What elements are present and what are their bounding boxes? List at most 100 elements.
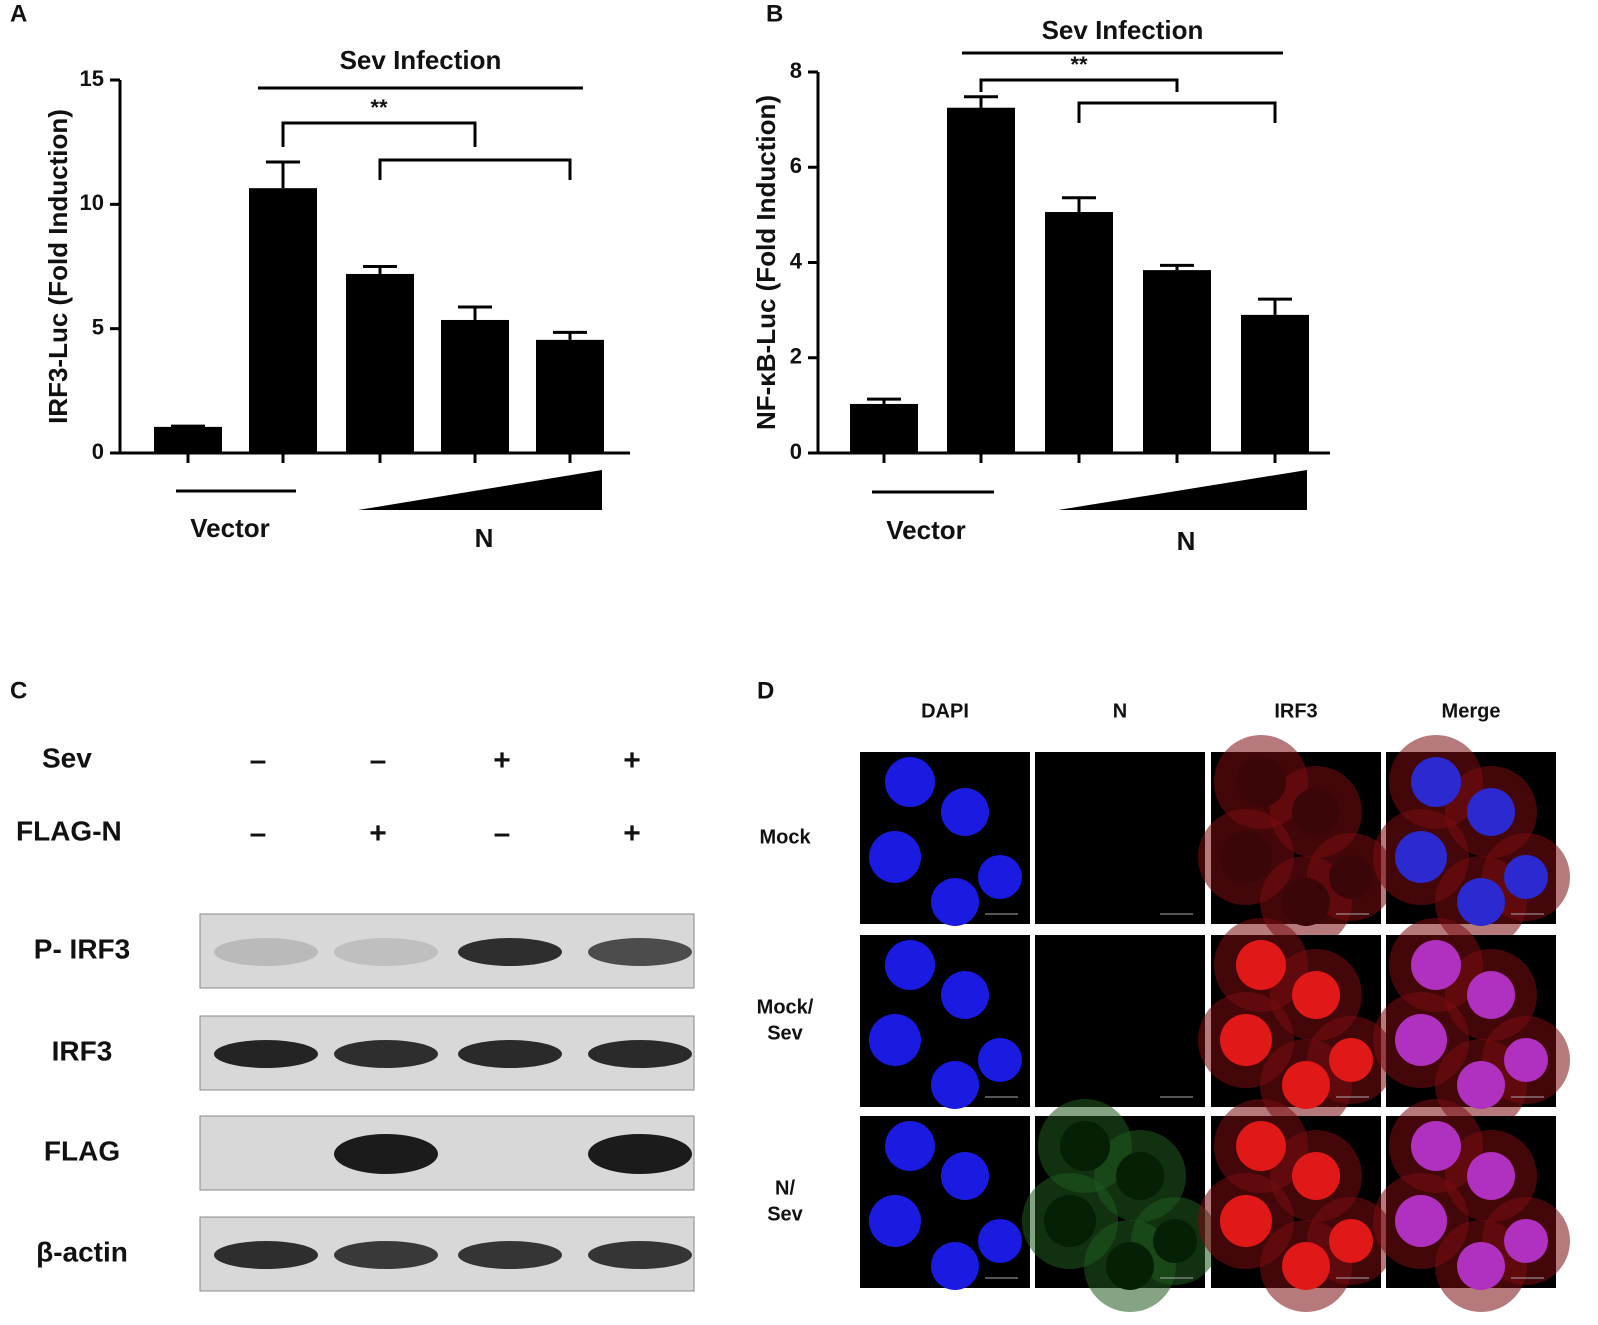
bar	[346, 273, 414, 453]
nucleus	[1457, 878, 1505, 926]
nucleus	[1411, 940, 1461, 990]
nucleus	[978, 1219, 1022, 1263]
nucleus	[869, 1195, 921, 1247]
nucleus	[1292, 1152, 1340, 1200]
micrograph	[860, 935, 1030, 1109]
significance-bracket	[281, 121, 477, 147]
tile	[1035, 935, 1205, 1107]
dose-label: N	[1177, 526, 1196, 556]
nucleus	[931, 1242, 979, 1290]
nucleus	[1282, 1061, 1330, 1109]
blot-band	[334, 1241, 438, 1269]
condition-sign: –	[250, 817, 267, 850]
nucleus	[869, 831, 921, 883]
condition-sign: –	[250, 744, 267, 777]
micrograph	[1198, 735, 1395, 948]
condition-sign: –	[494, 817, 511, 850]
nucleus	[941, 788, 989, 836]
nucleus	[1411, 1121, 1461, 1171]
blot-band	[334, 1134, 438, 1174]
micrograph	[1198, 918, 1395, 1131]
row-label: Mock	[759, 826, 811, 848]
blot-band	[458, 1241, 562, 1269]
blot-band	[214, 1241, 318, 1269]
blot-band	[334, 1040, 438, 1068]
panel-label: D	[757, 677, 774, 704]
dose-label: N	[475, 523, 494, 553]
nucleus	[1395, 1195, 1447, 1247]
bar	[441, 319, 509, 453]
micrograph	[1373, 1099, 1570, 1312]
blot-band	[214, 938, 318, 966]
group-label: Sev Infection	[340, 45, 502, 75]
vector-label: Vector	[886, 515, 966, 545]
y-tick-label: 10	[80, 190, 104, 215]
panel-label: C	[10, 677, 27, 704]
condition-label: FLAG-N	[16, 815, 122, 846]
nucleus	[1116, 1152, 1164, 1200]
blot-band	[458, 1040, 562, 1068]
nucleus	[1236, 757, 1286, 807]
blot-band	[214, 1040, 318, 1068]
micrograph	[1035, 935, 1205, 1107]
nucleus	[885, 1121, 935, 1171]
nucleus	[1467, 788, 1515, 836]
blot-label: FLAG	[44, 1135, 120, 1166]
y-tick-label: 0	[92, 439, 104, 464]
blot-band	[588, 938, 692, 966]
micrograph	[1035, 752, 1205, 924]
nucleus	[1060, 1121, 1110, 1171]
nucleus	[1106, 1242, 1154, 1290]
blot-band	[588, 1241, 692, 1269]
bar	[536, 339, 604, 453]
y-tick-label: 4	[790, 248, 803, 273]
condition-sign: +	[493, 744, 511, 777]
nucleus	[1467, 971, 1515, 1019]
micrograph	[860, 1116, 1030, 1290]
row-label: N/	[775, 1177, 795, 1199]
nucleus	[1282, 1242, 1330, 1290]
dose-triangle	[358, 470, 602, 510]
bar	[850, 403, 918, 453]
group-label: Sev Infection	[1042, 15, 1204, 45]
nucleus	[931, 1061, 979, 1109]
nucleus	[1220, 1014, 1272, 1066]
nucleus	[1329, 1219, 1373, 1263]
dose-triangle	[1058, 470, 1307, 510]
nucleus	[885, 940, 935, 990]
y-tick-label: 15	[80, 66, 104, 91]
condition-sign: +	[623, 744, 641, 777]
nucleus	[1329, 1038, 1373, 1082]
nucleus	[869, 1014, 921, 1066]
column-label: IRF3	[1274, 700, 1317, 722]
micrograph	[860, 752, 1030, 926]
nucleus	[1044, 1195, 1096, 1247]
nucleus	[1504, 1219, 1548, 1263]
nucleus	[1395, 1014, 1447, 1066]
blot-band	[458, 938, 562, 966]
y-tick-label: 2	[790, 344, 802, 369]
blot-label: β-actin	[36, 1236, 128, 1267]
blot-band	[588, 1134, 692, 1174]
nucleus	[1236, 1121, 1286, 1171]
nucleus	[1504, 855, 1548, 899]
significance-label: **	[370, 95, 388, 120]
nucleus	[885, 757, 935, 807]
row-label: Sev	[767, 1022, 803, 1044]
condition-sign: +	[623, 817, 641, 850]
bar	[1143, 270, 1211, 453]
nucleus	[1395, 831, 1447, 883]
nucleus	[931, 878, 979, 926]
nucleus	[1236, 940, 1286, 990]
blot-band	[334, 938, 438, 966]
y-axis-label: IRF3-Luc (Fold Induction)	[43, 109, 73, 424]
significance-bracket	[1077, 101, 1277, 123]
bar	[1045, 212, 1113, 453]
blot-label: P- IRF3	[34, 933, 130, 964]
micrograph	[1373, 735, 1570, 948]
y-tick-label: 5	[92, 314, 104, 339]
micrograph	[1373, 918, 1570, 1131]
bar	[947, 107, 1015, 453]
panel-label: B	[766, 0, 783, 27]
